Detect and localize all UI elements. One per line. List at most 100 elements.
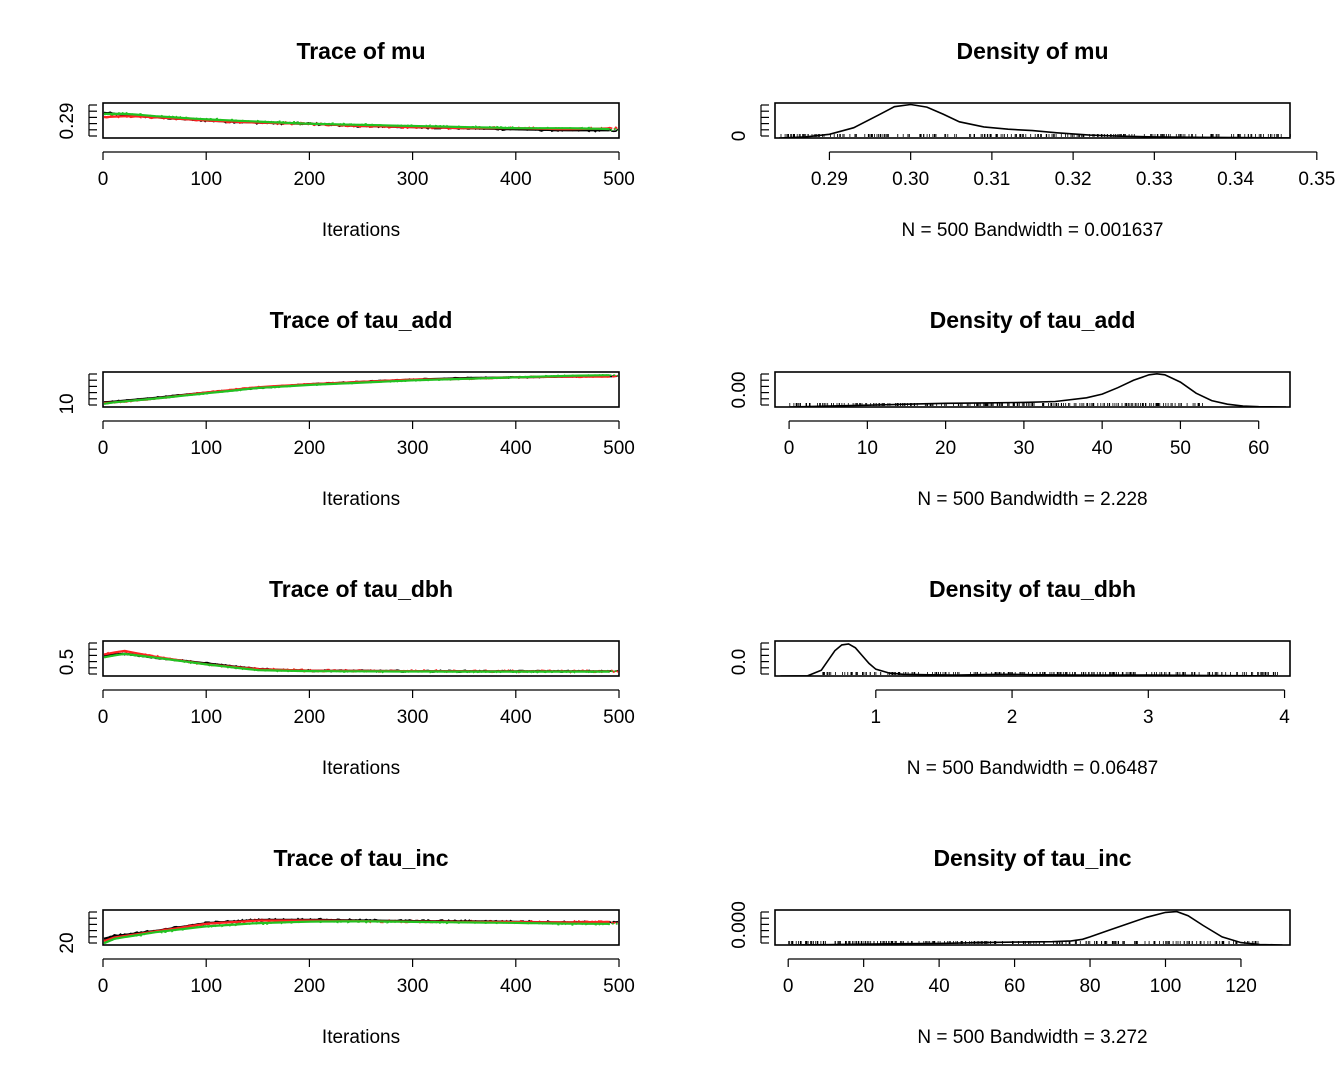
x-tick-label: 100 [190,169,222,190]
trace-series-3 [103,373,619,406]
x-tick-label: 100 [190,438,222,459]
x-axis-label: N = 500 Bandwidth = 0.06487 [907,758,1158,779]
x-tick-label: 0.29 [811,169,848,190]
x-tick-label: 500 [603,438,635,459]
x-tick-label: 2 [1007,707,1018,728]
panel-2: Trace of tau_add Iterations 0 100 200 300 400 5… [57,307,635,510]
x-tick-label: 100 [190,976,222,997]
y-tick-label: 0.000 [729,901,750,949]
x-tick-label: 400 [500,976,532,997]
x-axis-label: Iterations [322,1027,400,1048]
trend-line-1 [103,374,610,404]
x-tick-label: 0 [783,976,794,997]
x-tick-label: 0.30 [892,169,929,190]
x-tick-label: 100 [190,707,222,728]
plot-frame [774,371,1291,408]
x-tick-label: 400 [500,169,532,190]
plot-frame [102,102,620,139]
x-tick-label: 200 [294,707,326,728]
x-tick-label: 60 [1004,976,1025,997]
x-tick-label: 0.33 [1136,169,1173,190]
x-tick-label: 1 [871,707,882,728]
x-tick-label: 10 [857,438,878,459]
panel-6: Trace of tau_inc Iterations 0 100 200 300 400 5… [57,845,635,1048]
x-tick-label: 30 [1013,438,1034,459]
trend-line-3 [103,920,610,945]
panel-1: Density of mu N = 500 Bandwidth = 0.00163… [729,38,1335,241]
x-tick-label: 0 [98,707,109,728]
rug-marks [789,403,1203,406]
x-tick-label: 50 [1170,438,1191,459]
density-curve [789,372,1287,407]
x-tick-label: 0 [98,169,109,190]
x-tick-label: 3 [1143,707,1154,728]
x-tick-label: 400 [500,707,532,728]
rug-marks [780,134,1291,137]
panel-title: Density of tau_inc [933,845,1131,871]
x-tick-label: 200 [294,438,326,459]
x-tick-label: 40 [929,976,950,997]
x-tick-label: 0 [784,438,795,459]
density-curve [779,103,1290,138]
y-tick-label: 0.0 [729,649,750,675]
x-tick-label: 0 [98,976,109,997]
trace-series-1 [103,374,619,404]
trend-line-3 [104,112,610,131]
x-tick-label: 500 [603,169,635,190]
x-tick-label: 60 [1248,438,1269,459]
x-tick-label: 20 [853,976,874,997]
x-tick-label: 0.35 [1298,169,1335,190]
x-tick-label: 20 [935,438,956,459]
x-tick-label: 300 [397,438,429,459]
x-axis-label: Iterations [322,220,400,241]
x-axis-label: N = 500 Bandwidth = 3.272 [917,1027,1147,1048]
y-tick-label: 0 [729,131,750,142]
x-tick-label: 120 [1225,976,1257,997]
x-tick-label: 0 [98,438,109,459]
rug-marks [822,672,1278,675]
panel-3: Density of tau_add N = 500 Bandwidth = 2.… [729,307,1291,510]
density-curve [780,643,1278,676]
plot-frame [102,640,620,677]
x-tick-label: 300 [397,976,429,997]
panel-title: Density of tau_dbh [929,576,1136,602]
panel-5: Density of tau_dbh N = 500 Bandwidth = 0.… [729,576,1291,779]
x-axis-label: N = 500 Bandwidth = 2.228 [917,489,1147,510]
x-tick-label: 200 [294,169,326,190]
plot-frame [102,371,620,408]
x-tick-label: 500 [603,976,635,997]
trace-series-1 [103,652,619,674]
trend-line-3 [103,652,610,673]
x-tick-label: 300 [397,707,429,728]
trend-line-3 [103,374,610,405]
plot-frame [102,909,620,946]
x-tick-label: 500 [603,707,635,728]
panel-title: Density of mu [956,38,1108,64]
trace-series-2 [103,375,619,405]
y-tick-label: 10 [57,393,78,414]
trend-line-1 [103,652,610,673]
x-axis-label: Iterations [322,489,400,510]
plot-frame [774,909,1291,946]
panel-4: Trace of tau_dbh Iterations 0 100 200 300 400 5… [57,576,635,779]
y-tick-label: 0.29 [57,103,78,140]
x-axis-label: N = 500 Bandwidth = 0.001637 [902,220,1164,241]
x-tick-label: 300 [397,169,429,190]
y-tick-label: 20 [57,932,78,953]
panel-title: Trace of tau_inc [273,845,448,871]
panel-title: Trace of tau_dbh [269,576,453,602]
x-axis-label: Iterations [322,758,400,779]
trend-line-2 [103,375,610,405]
x-tick-label: 80 [1079,976,1100,997]
x-tick-label: 0.34 [1217,169,1254,190]
x-tick-label: 4 [1279,707,1290,728]
x-tick-label: 400 [500,438,532,459]
x-tick-label: 100 [1150,976,1182,997]
y-tick-label: 0.5 [57,649,78,675]
panel-0: Trace of mu Iterations 0 100 200 300 400 500 0.2… [57,38,635,241]
rug-marks [788,941,1259,944]
x-tick-label: 200 [294,976,326,997]
panel-title: Trace of tau_add [270,307,453,333]
density-curve [788,910,1283,945]
